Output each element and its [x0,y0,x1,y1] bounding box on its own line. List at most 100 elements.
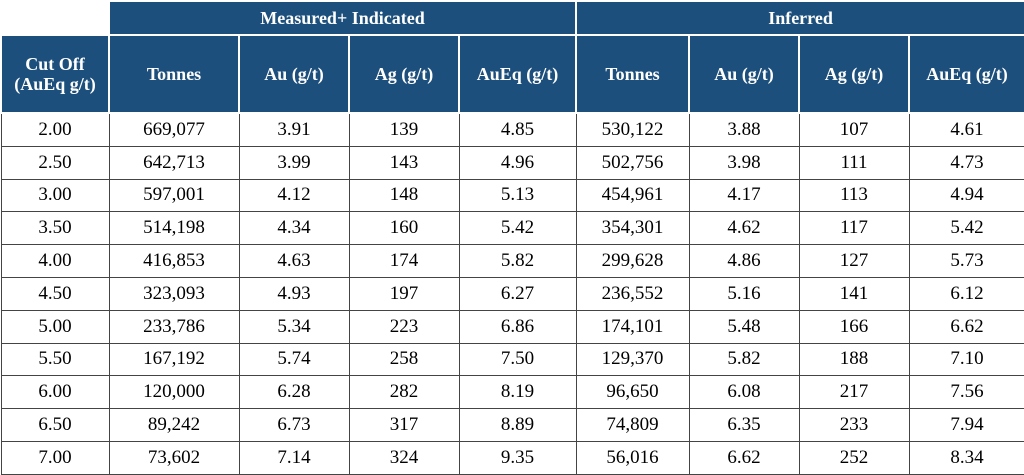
data-cell: 113 [798,178,910,213]
data-cell: 299,628 [575,244,690,278]
blank-cell [1,1,109,35]
table-body: 2.00 669,077 3.91 139 4.85 530,122 3.88 107 4.61… [0,112,1024,475]
data-cell: 6.35 [688,408,800,442]
data-cell: 6.27 [458,276,577,311]
data-cell: 7.14 [238,440,350,475]
data-row: 3.00 597,001 4.12 148 5.13 454,961 4.17 113 4.94 [0,178,1024,213]
data-cell: 514,198 [108,211,240,246]
data-cell: 56,016 [575,440,690,475]
data-row: 7.00 73,602 7.14 324 9.35 56,016 6.62 252 8.34 [0,440,1024,475]
data-cell: 3.91 [238,112,350,147]
data-row: 2.00 669,077 3.91 139 4.85 530,122 3.88 107 4.61 [0,112,1024,147]
data-cell: 4.94 [908,178,1024,213]
data-cell: 4.00 [0,244,110,278]
data-cell: 5.50 [0,342,110,377]
column-header-row: Cut Off (AuEq g/t) Tonnes Au (g/t) Ag (g/t)… [0,34,1024,114]
data-cell: 6.28 [238,375,350,410]
data-row: 4.50 323,093 4.93 197 6.27 236,552 5.16 141 6.12 [0,276,1024,311]
data-cell: 73,602 [108,440,240,475]
data-cell: 129,370 [575,342,690,377]
data-cell: 669,077 [108,112,240,147]
data-cell: 4.86 [688,244,800,278]
data-cell: 252 [798,440,910,475]
data-cell: 6.50 [0,408,110,442]
data-cell: 502,756 [575,145,690,180]
data-cell: 2.50 [0,145,110,180]
data-cell: 324 [348,440,460,475]
data-cell: 217 [798,375,910,410]
data-cell: 6.12 [908,276,1024,311]
data-cell: 188 [798,342,910,377]
data-cell: 117 [798,211,910,246]
column-header: Tonnes [108,34,240,114]
data-cell: 454,961 [575,178,690,213]
column-header: Cut Off (AuEq g/t) [0,34,110,114]
data-cell: 143 [348,145,460,180]
data-cell: 5.73 [908,244,1024,278]
group-header-row: Measured+ Indicated Inferred [1,0,1024,36]
data-cell: 354,301 [575,211,690,246]
data-cell: 6.08 [688,375,800,410]
data-cell: 4.62 [688,211,800,246]
data-cell: 197 [348,276,460,311]
data-cell: 8.89 [458,408,577,442]
data-cell: 5.16 [688,276,800,311]
data-cell: 74,809 [575,408,690,442]
data-row: 5.50 167,192 5.74 258 7.50 129,370 5.82 188 7.10 [0,342,1024,377]
data-cell: 4.96 [458,145,577,180]
data-cell: 4.63 [238,244,350,278]
data-cell: 107 [798,112,910,147]
data-cell: 5.00 [0,309,110,344]
data-cell: 5.13 [458,178,577,213]
data-cell: 3.88 [688,112,800,147]
data-cell: 4.61 [908,112,1024,147]
data-row: 6.00 120,000 6.28 282 8.19 96,650 6.08 217 7.56 [0,375,1024,410]
data-cell: 167,192 [108,342,240,377]
data-cell: 223 [348,309,460,344]
data-cell: 323,093 [108,276,240,311]
data-cell: 233 [798,408,910,442]
data-cell: 7.00 [0,440,110,475]
column-header: Tonnes [575,34,690,114]
data-cell: 282 [348,375,460,410]
column-header: Ag (g/t) [798,34,910,114]
data-cell: 4.34 [238,211,350,246]
data-cell: 120,000 [108,375,240,410]
column-header: AuEq (g/t) [458,34,577,114]
data-cell: 127 [798,244,910,278]
data-cell: 160 [348,211,460,246]
data-row: 4.00 416,853 4.63 174 5.82 299,628 4.86 127 5.73 [0,244,1024,278]
data-cell: 317 [348,408,460,442]
data-cell: 4.12 [238,178,350,213]
data-cell: 166 [798,309,910,344]
data-cell: 4.50 [0,276,110,311]
data-cell: 5.82 [458,244,577,278]
data-cell: 5.74 [238,342,350,377]
data-cell: 258 [348,342,460,377]
column-header: Au (g/t) [688,34,800,114]
data-cell: 5.48 [688,309,800,344]
data-cell: 9.35 [458,440,577,475]
data-cell: 7.50 [458,342,577,377]
data-row: 3.50 514,198 4.34 160 5.42 354,301 4.62 117 5.42 [0,211,1024,246]
data-row: 2.50 642,713 3.99 143 4.96 502,756 3.98 111 4.73 [0,145,1024,180]
data-cell: 174,101 [575,309,690,344]
data-cell: 3.99 [238,145,350,180]
data-cell: 233,786 [108,309,240,344]
data-cell: 5.82 [688,342,800,377]
data-cell: 416,853 [108,244,240,278]
column-header: AuEq (g/t) [907,34,1024,114]
data-cell: 530,122 [575,112,690,147]
data-cell: 7.56 [908,375,1024,410]
data-cell: 148 [348,178,460,213]
data-cell: 5.42 [458,211,577,246]
data-cell: 2.00 [0,112,110,147]
data-cell: 6.00 [0,375,110,410]
data-cell: 6.62 [688,440,800,475]
data-cell: 7.94 [908,408,1024,442]
data-cell: 139 [348,112,460,147]
column-header: Au (g/t) [238,34,350,114]
data-cell: 89,242 [108,408,240,442]
